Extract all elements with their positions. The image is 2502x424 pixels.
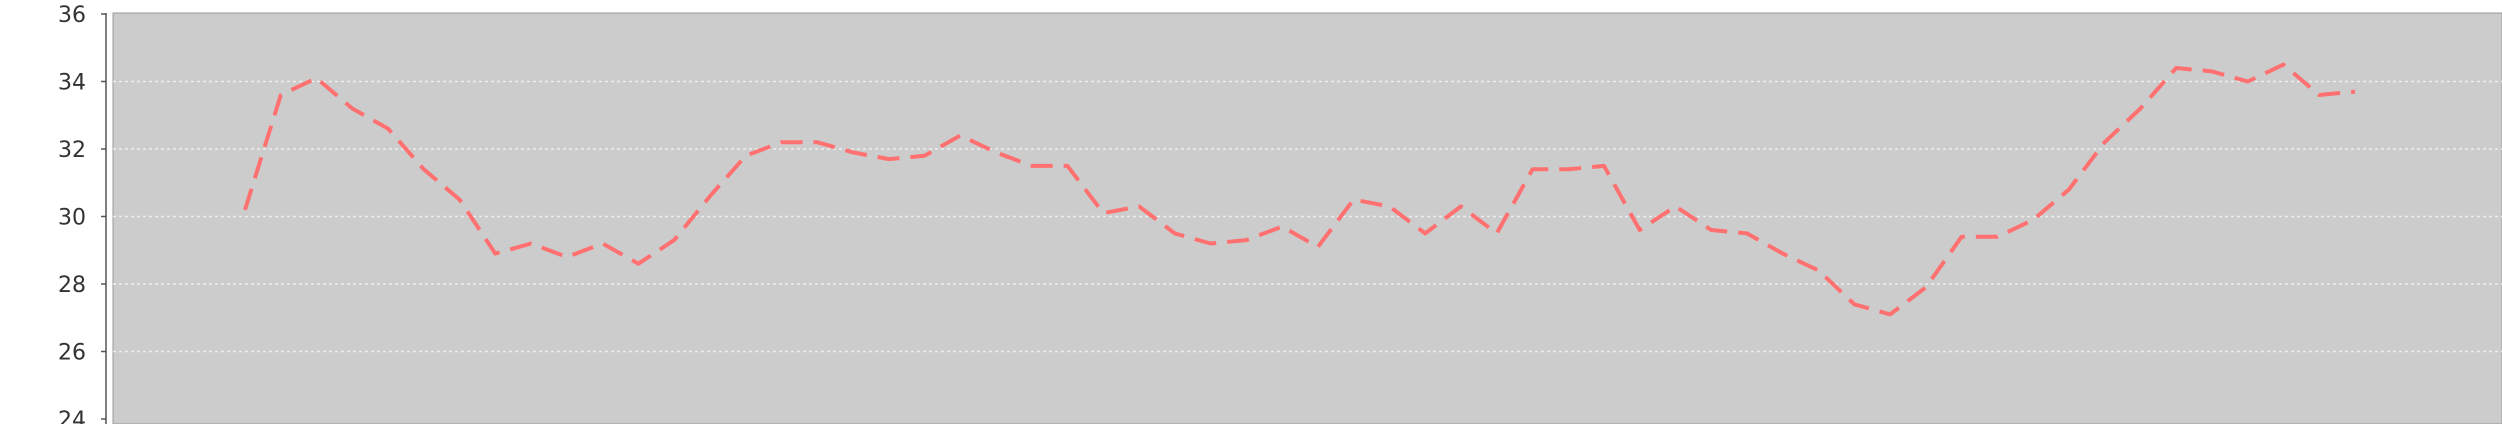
y-tick-label: 36	[58, 3, 86, 28]
series-line	[243, 62, 2356, 317]
series-layer	[243, 62, 2356, 317]
y-tick-label: 32	[58, 138, 86, 163]
y-tick-label: 28	[58, 273, 86, 298]
y-axis: 24 26 28 30 32 34 36	[58, 3, 107, 424]
y-tick-label: 30	[58, 206, 86, 231]
y-tick-label: 34	[58, 71, 86, 96]
y-tick-label: 26	[58, 341, 86, 366]
gridlines	[112, 12, 2502, 424]
y-tick-label: 24	[58, 408, 86, 424]
